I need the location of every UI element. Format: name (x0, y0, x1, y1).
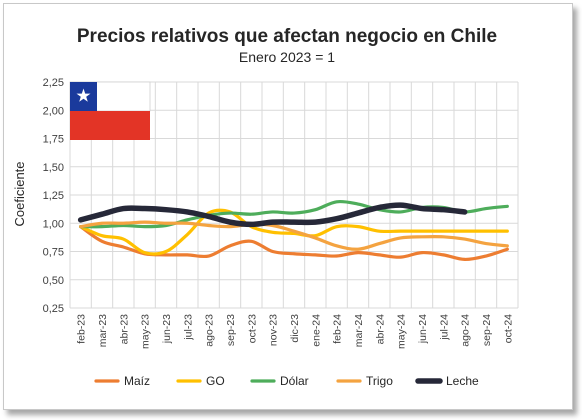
x-tick-label: abr-24 (374, 314, 386, 345)
y-tick-label: 0,75 (43, 247, 64, 259)
x-tick-labels: feb-23 mar-23 abr-23 may-23 jun-23 jul-23 ago-… (76, 314, 515, 349)
x-tick-label: ago-23 (204, 314, 216, 347)
x-tick-label: jun-24 (417, 314, 429, 344)
x-tick-label: ene-24 (310, 314, 322, 347)
x-tick-label: dic-23 (289, 314, 301, 343)
x-tick-label: jun-23 (161, 314, 173, 344)
series-line-leche (77, 202, 468, 228)
x-tick-label: feb-23 (76, 314, 88, 344)
x-tick-label: ago-24 (460, 314, 472, 347)
legend-label-trigo: Trigo (366, 374, 393, 388)
series-lines (77, 199, 509, 262)
y-axis-label: Coeficiente (12, 161, 27, 226)
x-tick-label: may-23 (140, 314, 152, 349)
legend: Maíz GO Dólar Trigo Leche (94, 374, 479, 388)
x-tick-label: jul-24 (438, 314, 450, 341)
chart-subtitle: Enero 2023 = 1 (239, 49, 335, 65)
y-tick-label: 2,00 (43, 105, 64, 117)
series-line-go (79, 208, 509, 256)
x-tick-label: feb-24 (332, 314, 344, 344)
chart-canvas: Precios relativos que afectan negocio en… (12, 26, 519, 388)
chart-frame: Precios relativos que afectan negocio en… (3, 3, 573, 410)
legend-label-dolar: Dólar (280, 374, 309, 388)
x-tick-label: mar-23 (97, 314, 109, 347)
x-tick-label: sep-23 (225, 314, 237, 346)
y-tick-labels: 0,25 0,50 0,75 1,00 1,25 1,50 1,75 2,00 2,25 (43, 77, 64, 315)
x-tick-label: jul-23 (182, 314, 194, 341)
x-tick-label: may-24 (396, 314, 408, 349)
x-tick-label: sep-24 (481, 314, 493, 346)
y-tick-label: 1,00 (43, 218, 64, 230)
y-tick-label: 1,25 (43, 190, 64, 202)
y-tick-label: 0,50 (43, 275, 64, 287)
x-tick-label: abr-23 (118, 314, 130, 345)
x-tick-label: nov-23 (268, 314, 280, 346)
x-tick-label: oct-24 (502, 314, 514, 343)
chart-title: Precios relativos que afectan negocio en… (77, 26, 497, 47)
x-tick-label: mar-24 (353, 314, 365, 347)
y-tick-label: 2,25 (43, 77, 64, 89)
series-line-trigo (79, 220, 509, 251)
legend-label-go: GO (206, 374, 225, 388)
legend-label-maiz: Maíz (124, 374, 150, 388)
y-tick-label: 1,50 (43, 162, 64, 174)
y-tick-label: 0,25 (43, 303, 64, 315)
x-tick-label: oct-23 (246, 314, 258, 343)
y-tick-label: 1,75 (43, 134, 64, 146)
chile-flag-icon (69, 81, 151, 140)
legend-label-leche: Leche (446, 374, 479, 388)
